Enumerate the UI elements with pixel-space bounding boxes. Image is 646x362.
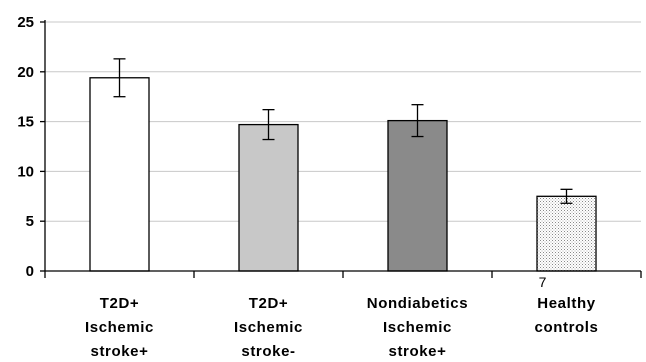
x-category-label-0-line-0: T2D+ — [100, 295, 140, 312]
x-category-label-2: Nondiabetics Ischemic stroke+ — [367, 295, 468, 360]
bar-1 — [238, 123, 299, 272]
x-category-label-0-line-1: Ischemic — [85, 319, 154, 336]
x-category-label-1: T2D+ Ischemic stroke- — [234, 295, 303, 360]
bars — [89, 58, 597, 272]
x-category-label-2-line-2: stroke+ — [389, 343, 447, 360]
y-tick-label-1: 5 — [26, 213, 34, 230]
x-category-label-1-line-2: stroke- — [241, 343, 295, 360]
y-tick-label-4: 20 — [17, 64, 34, 81]
labels: 0 5 10 15 20 25 T2D+ Ischemic stroke+ T2D+ Ischemi… — [17, 14, 598, 360]
y-tick-label-0: 0 — [26, 263, 34, 280]
x-category-label-0-line-2: stroke+ — [91, 343, 149, 360]
bar-0 — [89, 77, 150, 272]
bar-2 — [387, 119, 448, 272]
x-category-label-3-line-1: controls — [535, 319, 599, 336]
x-category-label-3-line-0: Healthy — [537, 295, 595, 312]
y-tick-label-5: 25 — [17, 14, 34, 31]
x-category-label-3: Healthy controls — [535, 295, 599, 336]
x-category-label-1-line-1: Ischemic — [234, 319, 303, 336]
x-category-label-1-line-0: T2D+ — [249, 295, 289, 312]
x-category-label-0: T2D+ Ischemic stroke+ — [85, 295, 154, 360]
y-tick-label-3: 15 — [17, 114, 34, 131]
x-category-label-2-line-1: Ischemic — [383, 319, 452, 336]
y-tick-label-2: 10 — [17, 163, 34, 180]
axes — [40, 20, 642, 278]
annotation-0: 7 — [539, 274, 547, 290]
bar-3 — [536, 195, 597, 272]
x-category-label-2-line-0: Nondiabetics — [367, 295, 468, 312]
